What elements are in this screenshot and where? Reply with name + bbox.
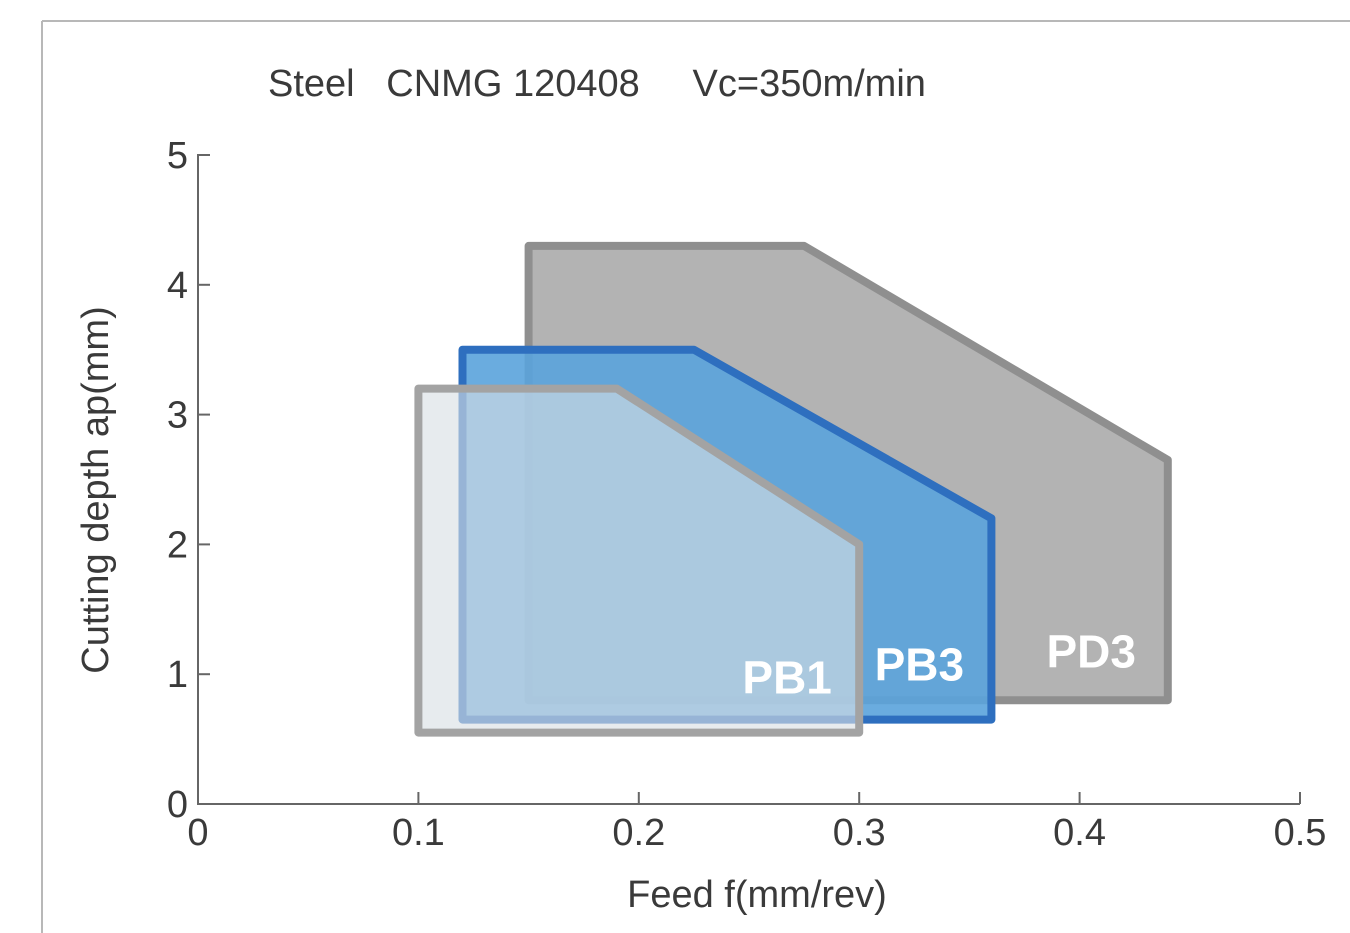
x-axis-ticks: 0 0.1 0.2 0.3 0.4 0.5 (187, 792, 1326, 854)
y-tick-label: 4 (167, 265, 188, 307)
series-label-pd3: PD3 (1047, 626, 1136, 678)
series-label-pb3: PB3 (875, 639, 964, 691)
series-region-pb1 (414, 384, 864, 737)
chart-title: Steel CNMG 120408 Vc=350m/min (268, 63, 926, 105)
series-layer (414, 241, 1172, 737)
y-axis-ticks: 0 1 2 3 4 5 (167, 135, 210, 826)
y-tick-label: 5 (167, 135, 188, 177)
y-tick-label: 0 (167, 784, 188, 826)
y-tick-label: 2 (167, 524, 188, 566)
y-tick-label: 3 (167, 395, 188, 437)
x-tick-label: 0.5 (1274, 812, 1327, 854)
x-tick-label: 0.3 (833, 812, 886, 854)
x-axis-title: Feed f(mm/rev) (627, 874, 887, 916)
x-tick-label: 0.2 (612, 812, 665, 854)
x-tick-label: 0.1 (392, 812, 445, 854)
x-tick-label: 0.4 (1053, 812, 1106, 854)
y-axis-title: Cutting depth ap(mm) (75, 306, 117, 674)
y-tick-label: 1 (167, 654, 188, 696)
x-tick-label: 0 (187, 812, 208, 854)
series-label-pb1: PB1 (742, 652, 831, 704)
series-label-layer: PB1 PB3 PD3 (742, 626, 1136, 704)
